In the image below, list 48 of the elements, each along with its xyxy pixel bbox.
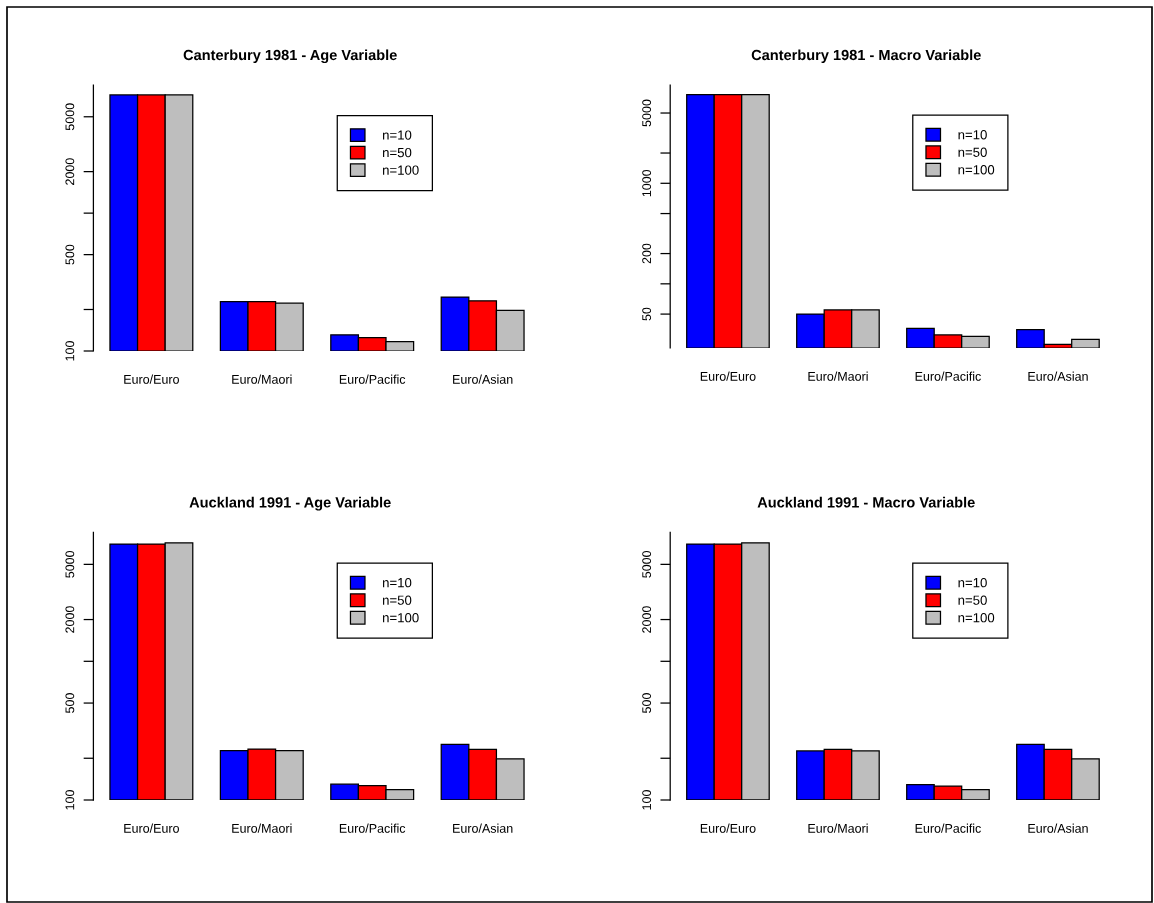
x-tick-label: Euro/Euro xyxy=(124,823,179,833)
y-tick-label: 5000 xyxy=(642,99,652,127)
y-tick-label: 100 xyxy=(642,790,652,810)
x-tick-label: Euro/Asian xyxy=(453,374,513,384)
x-tick-label: Euro/Maori xyxy=(808,371,868,381)
x-tick-label: Euro/Pacific xyxy=(915,823,981,833)
x-tick-label: Euro/Maori xyxy=(808,823,868,833)
legend-label: n=10 xyxy=(958,130,987,140)
y-tick-label: 100 xyxy=(65,341,75,361)
x-tick-label: Euro/Asian xyxy=(453,823,513,833)
y-tick-label: 500 xyxy=(65,244,75,265)
y-tick-label: 50 xyxy=(642,307,652,321)
y-tick-label: 200 xyxy=(642,243,652,264)
legend-label: n=100 xyxy=(383,165,419,175)
legend-label: n=10 xyxy=(383,577,412,588)
x-tick-label: Euro/Asian xyxy=(1028,371,1088,381)
x-tick-label: Euro/Maori xyxy=(232,823,292,833)
x-tick-label: Euro/Euro xyxy=(700,823,756,833)
y-tick-label: 500 xyxy=(65,693,75,713)
chart-title: Canterbury 1981 - Macro Variable xyxy=(751,49,981,64)
x-tick-label: Euro/Asian xyxy=(1028,823,1088,833)
y-tick-label: 2000 xyxy=(65,158,75,185)
x-tick-label: Euro/Pacific xyxy=(339,374,406,384)
legend-label: n=10 xyxy=(383,130,412,140)
x-tick-label: Euro/Pacific xyxy=(915,371,981,381)
chart-title: Canterbury 1981 - Age Variable xyxy=(183,49,397,64)
y-tick-label: 2000 xyxy=(642,606,652,633)
y-tick-label: 500 xyxy=(642,693,652,713)
chart-title: Auckland 1991 - Age Variable xyxy=(189,496,391,511)
x-tick-label: Euro/Pacific xyxy=(339,823,406,833)
x-tick-label: Euro/Euro xyxy=(700,371,756,381)
legend-label: n=100 xyxy=(958,165,995,175)
y-tick-label: 2000 xyxy=(65,606,75,633)
chart-title: Auckland 1991 - Macro Variable xyxy=(757,496,975,508)
legend-label: n=50 xyxy=(383,595,412,605)
legend-label: n=10 xyxy=(958,577,987,588)
legend-label: n=50 xyxy=(958,147,987,157)
y-tick-label: 5000 xyxy=(65,103,75,131)
legend-label: n=50 xyxy=(383,147,412,158)
legend-label: n=100 xyxy=(958,613,995,623)
y-tick-label: 100 xyxy=(65,790,75,810)
y-tick-label: 5000 xyxy=(642,550,652,578)
y-tick-label: 5000 xyxy=(65,550,75,578)
legend-label: n=50 xyxy=(958,595,987,605)
x-tick-label: Euro/Euro xyxy=(124,374,179,384)
legend-label: n=100 xyxy=(383,613,419,623)
x-tick-label: Euro/Maori xyxy=(232,374,292,384)
y-tick-label: 1000 xyxy=(642,169,652,197)
